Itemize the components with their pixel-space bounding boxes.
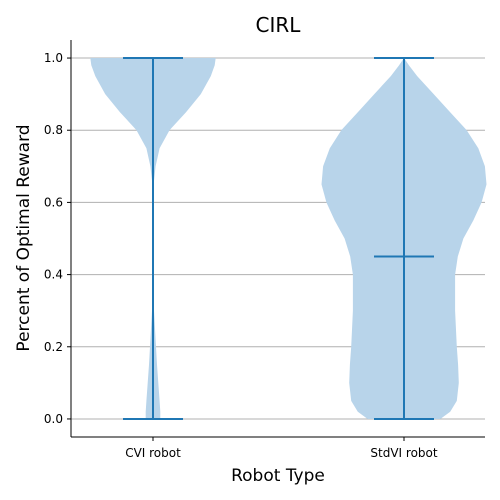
violins [90,57,487,420]
axes [70,40,485,438]
y-tick-label: 0.4 [44,268,63,282]
y-ticks: 0.0 0.2 0.4 0.6 0.8 1.0 [44,51,71,426]
x-tick-label: CVI robot [125,446,181,460]
y-tick-label: 1.0 [44,51,63,65]
y-tick-label: 0.6 [44,195,63,209]
chart-title: CIRL [256,13,302,37]
y-axis-label: Percent of Optimal Reward [14,124,34,351]
x-axis-label: Robot Type [231,466,325,486]
y-tick-label: 0.2 [44,340,63,354]
x-tick-label: StdVI robot [370,446,437,460]
y-tick-label: 0.8 [44,123,63,137]
x-ticks: CVI robot StdVI robot [125,437,438,460]
y-tick-label: 0.0 [44,412,63,426]
